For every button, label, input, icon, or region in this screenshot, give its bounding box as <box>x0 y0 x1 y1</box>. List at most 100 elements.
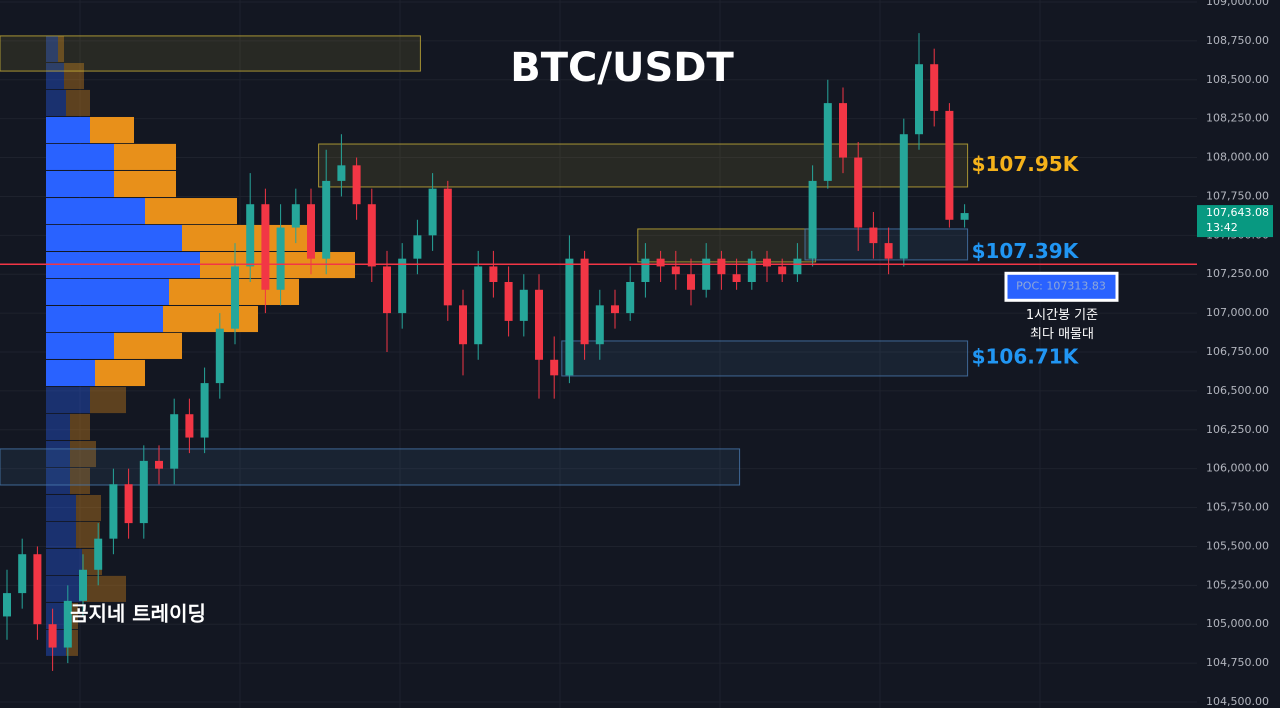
profile-down-bar <box>95 359 145 387</box>
y-tick-label: 109,000.00 <box>1206 0 1269 8</box>
candle-body <box>580 258 589 345</box>
profile-up-bar <box>46 494 76 522</box>
profile-down-bar <box>76 494 101 522</box>
profile-up-bar <box>46 305 163 333</box>
candle-body <box>793 258 802 275</box>
watermark: 곰지네 트레이딩 <box>70 602 206 626</box>
y-tick-label: 104,500.00 <box>1206 695 1269 708</box>
candle-body <box>48 624 57 648</box>
candle-body <box>322 180 331 259</box>
profile-up-bar <box>46 332 114 359</box>
y-tick-label: 107,000.00 <box>1206 306 1269 319</box>
candle-body <box>443 188 452 306</box>
candle-body <box>808 180 817 259</box>
profile-up-bar <box>46 602 66 630</box>
poc-note: 1시간봉 기준 <box>1026 308 1098 323</box>
candle-body <box>687 274 695 290</box>
candle-body <box>839 103 847 158</box>
candle-body <box>702 258 711 290</box>
candle-body <box>139 460 148 524</box>
candles <box>3 33 969 671</box>
profile-up-bar <box>46 548 82 576</box>
candle-body <box>732 274 741 282</box>
zone-price-label: $106.71K <box>972 345 1080 369</box>
profile-down-bar <box>82 575 126 602</box>
profile-up-bar <box>46 35 58 63</box>
candle-body <box>185 414 194 438</box>
y-tick-label: 107,250.00 <box>1206 267 1269 280</box>
candle-body <box>656 258 665 267</box>
last-price-label: 107,643.08 <box>1206 206 1269 219</box>
profile-up-bar <box>46 224 182 252</box>
zone-price-label: $107.95K <box>972 152 1080 176</box>
y-tick-label: 106,500.00 <box>1206 384 1269 397</box>
candle-body <box>747 258 756 282</box>
candle-body <box>459 305 467 345</box>
profile-up-bar <box>46 89 66 116</box>
candle-body <box>291 204 300 228</box>
profile-down-bar <box>90 116 134 144</box>
zone <box>637 228 817 263</box>
candle-body <box>519 289 528 321</box>
candle-body <box>246 204 255 267</box>
y-tick-label: 106,250.00 <box>1206 423 1269 436</box>
candle-body <box>109 484 118 539</box>
profile-up-bar <box>46 467 70 494</box>
profile-down-bar <box>114 332 182 359</box>
candle-body <box>276 227 285 290</box>
candle-body <box>641 258 650 282</box>
profile-down-bar <box>114 170 176 198</box>
candle-body <box>535 289 543 360</box>
candle-body <box>930 64 939 111</box>
candle-body <box>352 165 361 205</box>
candle-body <box>595 305 604 345</box>
y-tick-label: 107,750.00 <box>1206 189 1269 202</box>
candle-body <box>63 600 72 648</box>
profile-down-bar <box>64 63 84 90</box>
y-tick-label: 108,250.00 <box>1206 112 1269 125</box>
candle-body <box>155 460 163 469</box>
candle-body <box>307 204 315 259</box>
candle-body <box>474 266 483 345</box>
profile-up-bar <box>46 521 76 548</box>
y-tick-label: 104,750.00 <box>1206 656 1269 669</box>
candle-body <box>231 266 239 329</box>
candle-body <box>428 188 437 236</box>
candle-body <box>383 266 391 314</box>
candle-body <box>33 554 42 625</box>
profile-up-bar <box>46 116 90 144</box>
profile-up-bar <box>46 143 114 170</box>
candle-body <box>915 64 923 135</box>
candle-body <box>626 282 635 314</box>
zone <box>0 35 421 72</box>
candle-body <box>413 235 422 259</box>
profile-down-bar <box>70 441 96 468</box>
y-tick-label: 105,500.00 <box>1206 539 1269 552</box>
poc-label-box <box>1004 271 1119 302</box>
y-tick-label: 108,500.00 <box>1206 73 1269 86</box>
profile-up-bar <box>46 170 114 198</box>
profile-down-bar <box>114 143 176 170</box>
candle-body <box>200 383 209 438</box>
profile-down-bar <box>58 35 64 63</box>
zone <box>318 143 969 188</box>
y-tick-label: 108,750.00 <box>1206 34 1269 47</box>
candle-body <box>215 328 224 384</box>
candle-body <box>763 258 771 267</box>
countdown-label: 13:42 <box>1206 221 1238 234</box>
profile-up-bar <box>46 63 64 90</box>
candle-body <box>778 266 787 275</box>
profile-down-bar <box>70 413 90 441</box>
poc-label: POC: 107313.83 <box>1016 279 1106 292</box>
candle-body <box>854 157 863 228</box>
candle-body <box>884 243 893 259</box>
volume-profile <box>46 35 355 656</box>
poc-note: 최다 매물대 <box>1030 327 1094 342</box>
candle-body <box>611 305 619 314</box>
y-tick-label: 106,750.00 <box>1206 345 1269 358</box>
candle-body <box>170 414 179 469</box>
